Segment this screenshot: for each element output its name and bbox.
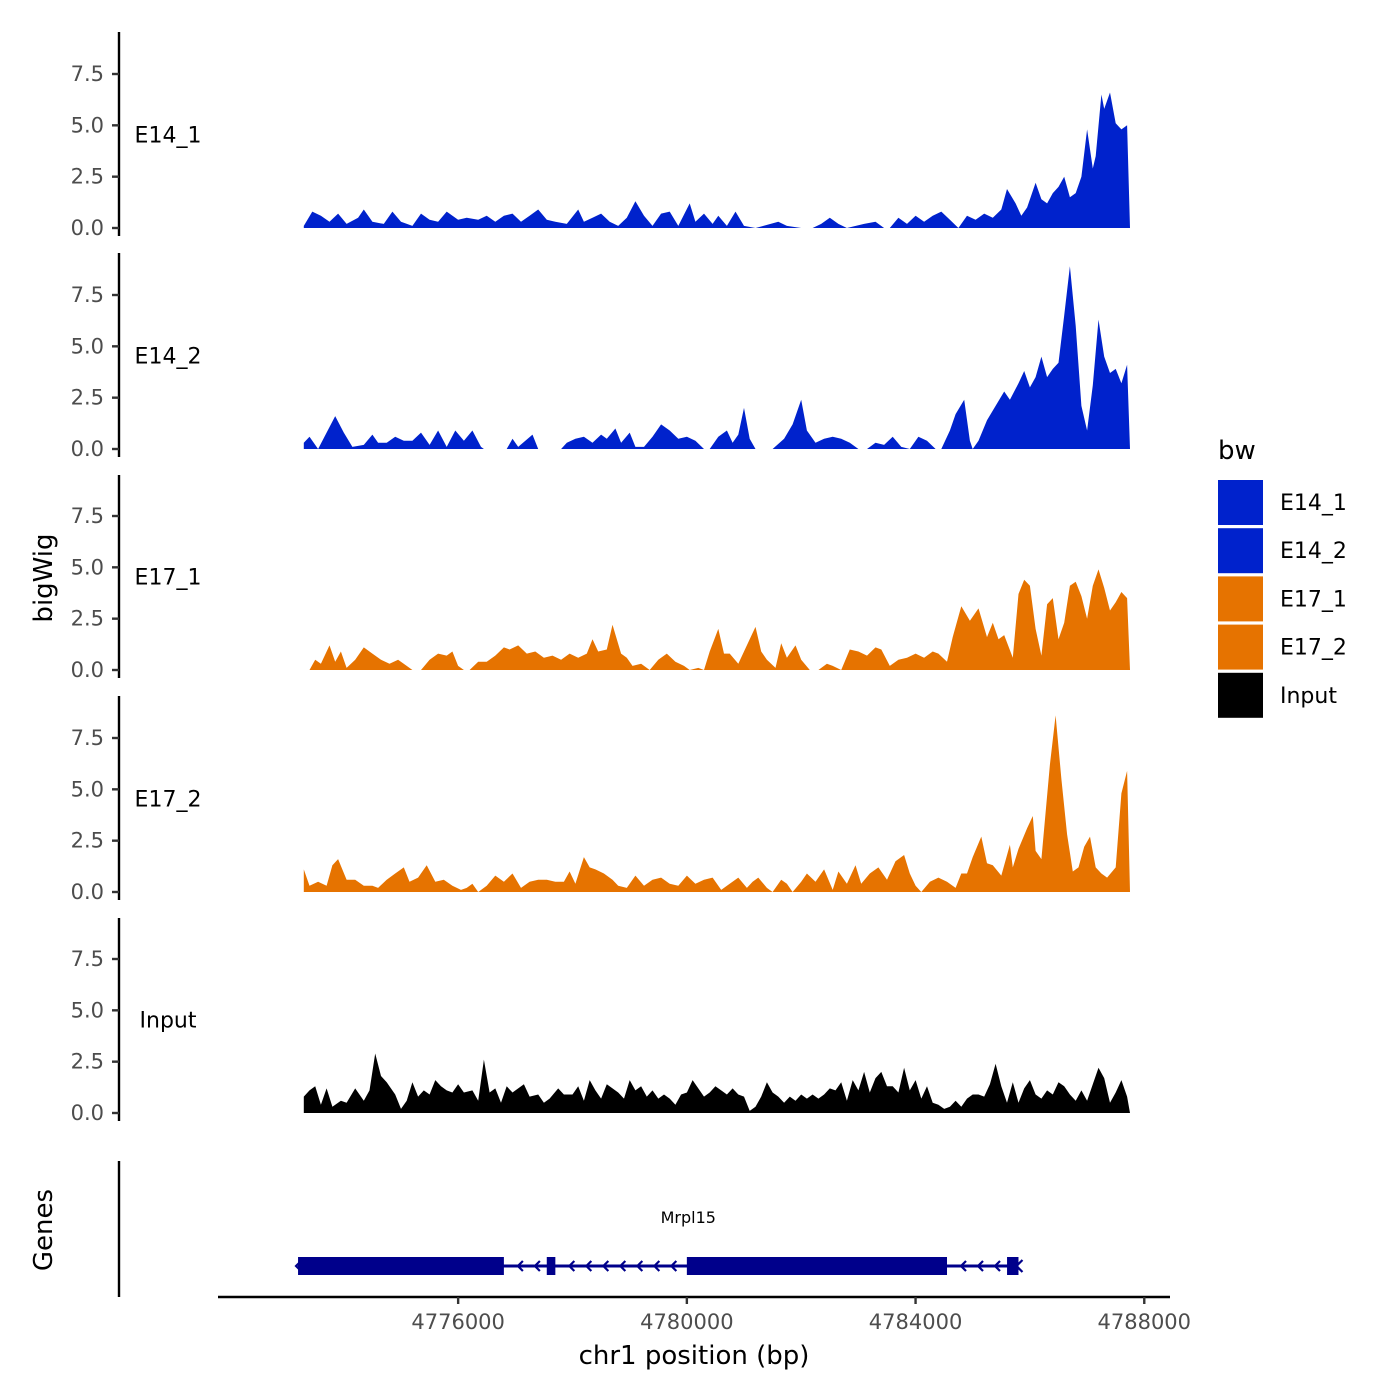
legend-label: E17_2: [1280, 636, 1347, 661]
track-E14_1: 0.0 2.5 5.0 7.5 E14_1: [71, 32, 1130, 240]
track-label-E14_1: E14_1: [135, 123, 202, 148]
strand-arrow: [516, 1260, 524, 1272]
legend-swatch: [1218, 624, 1263, 670]
y-tick-label: 0.0: [71, 437, 104, 461]
track-E17_2: 0.0 2.5 5.0 7.5 E17_2: [71, 696, 1130, 904]
strand-arrow: [618, 1260, 627, 1272]
legend-label: Input: [1280, 684, 1337, 709]
gene-exon: [298, 1257, 504, 1275]
track-label-Input: Input: [140, 1008, 197, 1033]
x-axis: 4776000 4780000 4784000 4788000: [218, 1295, 1192, 1334]
x-tick-label: 4784000: [869, 1310, 963, 1334]
y-tick-label: 5.0: [71, 777, 104, 801]
strand-arrow: [567, 1260, 576, 1272]
strand-arrow: [294, 1259, 303, 1273]
signal-area-E14_1: [303, 92, 1130, 228]
legend-label: E17_1: [1280, 587, 1347, 612]
signal-area-E14_2: [303, 266, 1130, 449]
track-E17_1: 0.0 2.5 5.0 7.5 E17_1: [71, 475, 1130, 682]
legend-swatch: [1218, 576, 1263, 622]
y-tick-label: 0.0: [71, 880, 104, 904]
track-Input: 0.0 2.5 5.0 7.5 Input: [71, 918, 1130, 1125]
legend-swatch: [1218, 480, 1263, 525]
legend-label: E14_1: [1280, 491, 1347, 516]
track-label-E14_2: E14_2: [135, 344, 202, 369]
y-tick-label: 7.5: [71, 726, 104, 750]
legend-item-E14_1: E14_1: [1218, 480, 1347, 525]
strand-arrow: [533, 1260, 541, 1272]
y-tick-label: 2.5: [71, 165, 104, 189]
signal-area-E17_2: [303, 715, 1130, 892]
y-tick-label: 5.0: [71, 555, 104, 579]
gene-exon: [1007, 1257, 1019, 1275]
y-tick-label: 7.5: [71, 947, 104, 971]
legend-item-E17_2: E17_2: [1218, 624, 1347, 670]
track-E14_2: 0.0 2.5 5.0 7.5 E14_2: [71, 253, 1130, 461]
strand-arrow: [584, 1260, 593, 1272]
strand-arrow: [959, 1260, 967, 1272]
track-panels: 0.0 2.5 5.0 7.5 E14_1 0.0 2.5 5.0 7.5 E14_2 0.0 2.5…: [71, 32, 1130, 1125]
y-tick-label: 0.0: [71, 658, 104, 682]
track-label-E17_1: E17_1: [135, 565, 202, 590]
gene-label: Mrpl15: [661, 1208, 716, 1227]
legend-swatch: [1218, 672, 1263, 718]
signal-area-Input: [303, 1053, 1130, 1113]
y-tick-label: 2.5: [71, 386, 104, 410]
gene-exon: [686, 1257, 948, 1275]
x-tick-label: 4780000: [640, 1310, 734, 1334]
y-axis-title: bigWig: [29, 533, 59, 622]
y-tick-label: 7.5: [71, 62, 104, 86]
strand-arrow: [669, 1260, 678, 1272]
strand-arrow: [1014, 1259, 1024, 1273]
gene-exon: [546, 1257, 556, 1275]
gene-track: Mrpl15: [117, 1161, 1024, 1297]
legend-title: bw: [1218, 436, 1256, 466]
legend-item-E17_1: E17_1: [1218, 576, 1347, 622]
track-label-E17_2: E17_2: [135, 787, 202, 812]
strand-arrow: [601, 1260, 610, 1272]
y-tick-label: 7.5: [71, 283, 104, 307]
strand-arrow: [635, 1260, 644, 1272]
legend-swatch: [1218, 528, 1263, 574]
y-tick-label: 5.0: [71, 113, 104, 137]
x-tick-label: 4788000: [1098, 1310, 1192, 1334]
legend-item-Input: Input: [1218, 672, 1337, 718]
x-tick-label: 4776000: [411, 1310, 505, 1334]
y-tick-label: 7.5: [71, 504, 104, 528]
y-tick-label: 5.0: [71, 998, 104, 1022]
y-tick-label: 5.0: [71, 334, 104, 358]
y-tick-label: 2.5: [71, 607, 104, 631]
y-tick-label: 0.0: [71, 1101, 104, 1125]
legend-label: E14_2: [1280, 539, 1347, 564]
strand-arrow: [652, 1260, 661, 1272]
x-axis-title: chr1 position (bp): [579, 1341, 810, 1371]
strand-arrow: [976, 1260, 984, 1272]
gene-track-title: Genes: [29, 1189, 59, 1271]
y-tick-label: 2.5: [71, 1050, 104, 1074]
y-tick-label: 0.0: [71, 216, 104, 240]
legend-item-E14_2: E14_2: [1218, 528, 1347, 574]
signal-area-E17_1: [309, 569, 1130, 670]
y-tick-label: 2.5: [71, 829, 104, 853]
strand-arrow: [993, 1260, 1001, 1272]
legend: E14_1 E14_2 E17_1 E17_2 Input: [1218, 480, 1347, 718]
